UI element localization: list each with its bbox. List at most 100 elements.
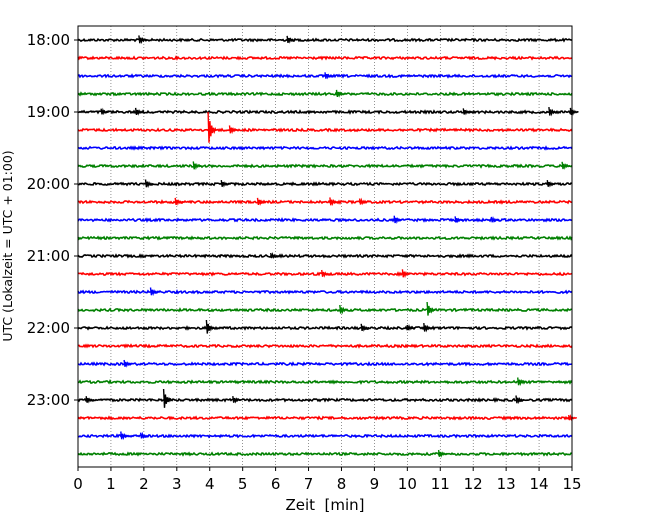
trace-2115 [77, 269, 573, 279]
trace-1815 [77, 55, 573, 61]
x-tick-label: 1 [106, 475, 116, 493]
trace-line [77, 181, 573, 187]
y-tick-label: 23:00 [27, 391, 70, 409]
trace-2015 [77, 197, 572, 207]
x-tick-label: 4 [205, 475, 215, 493]
event-burst [123, 359, 133, 368]
trace-2330 [77, 431, 573, 441]
x-tick-label: 12 [464, 475, 483, 493]
trace-line [77, 289, 573, 295]
trace-2345 [77, 449, 573, 458]
x-tick-label: 0 [73, 475, 83, 493]
event-burst [134, 107, 145, 116]
trace-line [77, 433, 573, 439]
event-burst [517, 377, 527, 387]
x-tick-label: 13 [497, 475, 516, 493]
trace-1930 [77, 145, 573, 151]
event-burst [490, 216, 500, 223]
trace-line [77, 397, 573, 403]
x-axis-label: Zeit [min] [285, 496, 364, 514]
trace-1800 [77, 35, 573, 45]
trace-line [77, 109, 573, 115]
trace-line [77, 325, 573, 331]
event-burst [324, 72, 334, 80]
event-burst [454, 216, 464, 224]
event-burst [393, 215, 403, 224]
x-tick-label: 2 [139, 475, 149, 493]
trace-2230 [77, 359, 573, 368]
event-burst [270, 252, 280, 259]
trace-line [77, 235, 573, 241]
trace-2000 [77, 179, 573, 189]
trace-2245 [77, 377, 573, 387]
plot-frame [77, 25, 573, 468]
event-burst [220, 180, 230, 188]
event-burst [228, 125, 238, 135]
trace-line [77, 307, 573, 313]
y-tick-label: 22:00 [27, 319, 70, 337]
event-burst [85, 396, 95, 404]
y-tick-label: 18:00 [27, 31, 70, 49]
event-burst [406, 324, 416, 331]
event-burst [162, 388, 173, 408]
trace-line [77, 199, 572, 205]
event-burst [462, 108, 472, 116]
x-tick-label: 6 [271, 475, 281, 493]
y-tick-label: 20:00 [27, 175, 70, 193]
event-burst [339, 304, 349, 315]
y-axis-label: UTC (Lokalzeit = UTC + 01:00) [0, 150, 15, 341]
trace-2215 [77, 343, 573, 349]
trace-2300 [77, 388, 573, 408]
event-burst [192, 161, 202, 171]
event-burst [205, 319, 215, 334]
trace-line [77, 145, 573, 151]
trace-line [77, 91, 573, 97]
event-burst [329, 197, 339, 207]
trace-2130 [77, 287, 573, 297]
event-burst [321, 269, 331, 278]
x-tick-label: 9 [370, 475, 380, 493]
x-tick-label: 14 [530, 475, 549, 493]
event-burst [120, 431, 130, 441]
x-tick-label: 15 [562, 475, 581, 493]
trace-line [77, 379, 573, 385]
trace-line [77, 343, 573, 349]
trace-2100 [77, 252, 573, 259]
trace-line [77, 127, 573, 133]
x-tick-label: 3 [172, 475, 182, 493]
event-burst [423, 323, 433, 333]
event-burst [568, 414, 578, 421]
event-burst [207, 111, 217, 143]
y-axis-ticks: 18:00 19:00 20:00 21:00 22:00 23:00 [27, 31, 78, 409]
trace-line [77, 163, 573, 169]
x-axis-ticks: 0 1 2 3 4 5 6 7 8 9 10 11 12 13 14 15 [73, 467, 582, 493]
event-burst [174, 197, 184, 206]
event-burst [401, 269, 411, 279]
trace-2200 [77, 319, 573, 334]
event-burst [548, 107, 558, 117]
trace-1945 [77, 161, 573, 171]
event-burst [139, 431, 149, 440]
trace-1830 [77, 72, 573, 80]
trace-2145 [77, 301, 573, 316]
x-tick-label: 7 [304, 475, 314, 493]
event-burst [286, 35, 296, 44]
event-burst [561, 161, 571, 170]
event-burst [546, 180, 556, 188]
y-tick-label: 21:00 [27, 247, 70, 265]
event-burst [149, 287, 159, 297]
trace-line [77, 415, 573, 421]
event-burst [358, 197, 368, 206]
event-burst [232, 396, 242, 404]
event-burst [437, 449, 447, 458]
trace-line [77, 253, 573, 259]
trace-line [77, 217, 573, 223]
event-burst [335, 89, 345, 98]
trace-line [77, 55, 573, 61]
event-burst [138, 35, 148, 45]
x-tick-label: 10 [398, 475, 417, 493]
event-burst [426, 301, 436, 316]
event-burst [360, 323, 370, 332]
trace-1915 [77, 111, 573, 143]
